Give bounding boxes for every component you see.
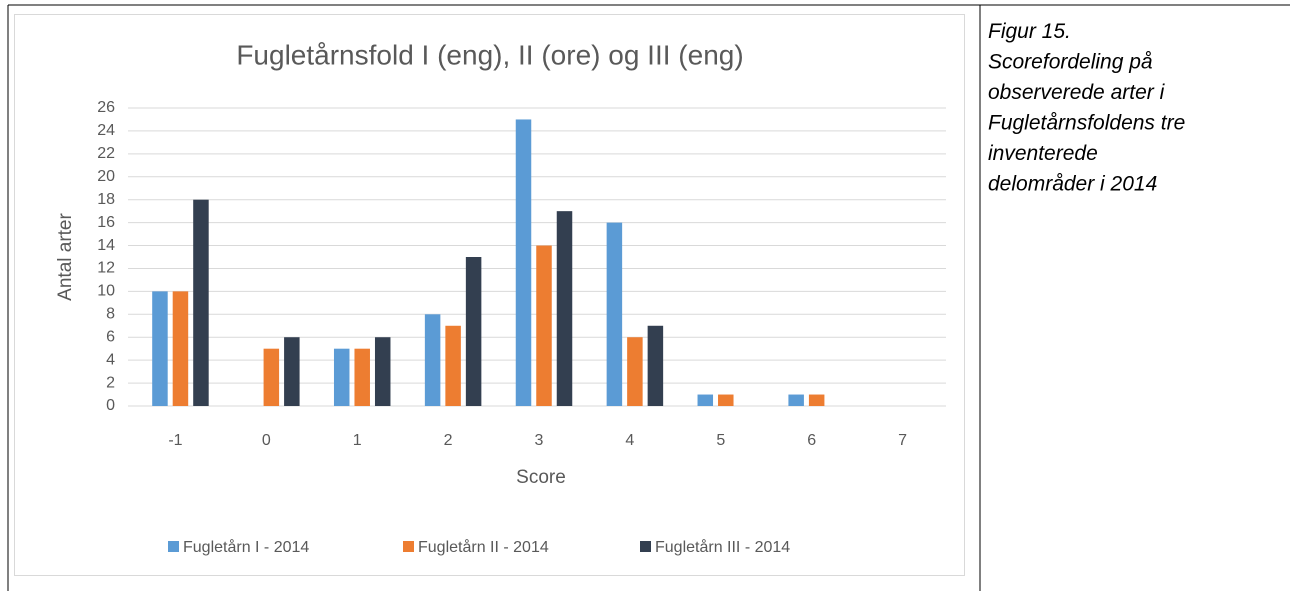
bar — [808, 394, 825, 406]
chart-title: Fugletårnsfold I (eng), II (ore) og III … — [236, 39, 743, 70]
bar — [697, 394, 714, 406]
legend-label: Fugletårn II - 2014 — [418, 538, 549, 556]
x-tick-label: 2 — [444, 432, 453, 449]
y-tick-label: 2 — [106, 374, 115, 391]
y-tick-label: 10 — [97, 283, 115, 300]
bar — [445, 325, 461, 406]
x-tick-label: 3 — [535, 432, 544, 449]
caption-line: Scorefordeling på — [988, 51, 1153, 74]
bar — [788, 394, 804, 406]
y-tick-label: 14 — [97, 237, 115, 254]
caption-line: observerede arter i — [988, 81, 1166, 104]
bar — [263, 348, 280, 406]
legend-label: Fugletårn III - 2014 — [655, 538, 790, 556]
y-tick-label: 12 — [97, 260, 115, 277]
bar — [284, 337, 300, 406]
bar — [172, 291, 189, 406]
y-tick-label: 22 — [97, 145, 115, 162]
bar — [556, 211, 573, 406]
bar — [152, 291, 168, 406]
y-tick-label: 26 — [97, 99, 115, 116]
y-tick-label: 0 — [106, 397, 115, 414]
chart-frame — [14, 14, 965, 576]
x-tick-label: 4 — [625, 432, 634, 449]
legend-swatch — [168, 541, 179, 552]
x-tick-label: 5 — [716, 432, 725, 449]
bar — [193, 199, 209, 406]
y-axis-label: Antal arter — [55, 213, 76, 301]
bar — [536, 245, 552, 406]
x-tick-label: 0 — [262, 432, 271, 449]
x-tick-label: -1 — [168, 432, 182, 449]
caption-line: inventerede — [988, 142, 1098, 165]
legend-swatch — [403, 541, 414, 552]
bar — [718, 394, 734, 406]
x-tick-label: 1 — [353, 432, 362, 449]
bar — [333, 348, 350, 406]
bar — [374, 337, 391, 406]
bar — [354, 348, 370, 406]
x-axis-label: Score — [516, 467, 566, 488]
bar — [515, 119, 532, 406]
x-tick-label: 6 — [807, 432, 816, 449]
y-tick-label: 4 — [106, 351, 115, 368]
caption-line: delområder i 2014 — [988, 173, 1157, 196]
y-tick-label: 6 — [106, 328, 115, 345]
bar — [606, 222, 623, 406]
legend-swatch — [640, 541, 651, 552]
bar — [424, 314, 441, 406]
y-tick-label: 16 — [97, 214, 115, 231]
y-tick-label: 8 — [106, 306, 115, 323]
caption-line: Fugletårnsfoldens tre — [988, 112, 1185, 135]
caption-line: Figur 15. — [988, 20, 1071, 43]
bar — [465, 257, 482, 406]
bar — [647, 325, 664, 406]
y-tick-label: 20 — [97, 168, 115, 185]
legend-label: Fugletårn I - 2014 — [183, 538, 309, 556]
x-tick-label: 7 — [898, 432, 907, 449]
caption: Figur 15. Scorefordeling på observerede ar… — [988, 20, 1185, 196]
bar — [627, 337, 643, 406]
y-tick-label: 18 — [97, 191, 115, 208]
y-tick-label: 24 — [97, 122, 115, 139]
